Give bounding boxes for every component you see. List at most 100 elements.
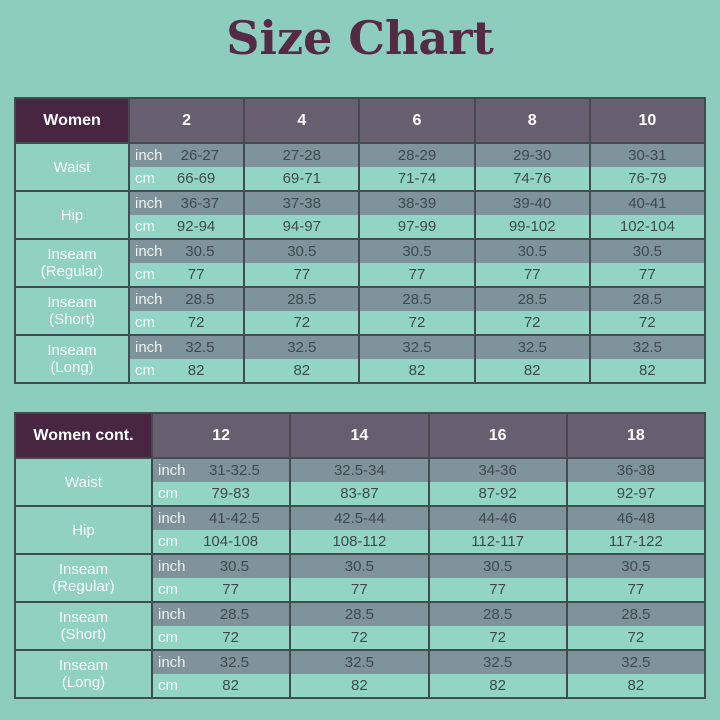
measurement-cell: 28.5 (565, 603, 704, 627)
row-label-line: Inseam (58, 609, 109, 627)
measurement-value: 76-79 (628, 170, 667, 188)
measurement-cell: 71-74 (358, 167, 474, 191)
measurement-cell: cm 77 (128, 263, 244, 287)
measurement-value: 69-71 (282, 170, 321, 188)
measurement-cell: 102-104 (588, 215, 704, 239)
measurement-cell: inch 28.5 (128, 288, 244, 312)
measurement-value: 27-28 (282, 147, 321, 165)
measurement-cell: 94-97 (243, 215, 359, 239)
measurement-value: 102-104 (619, 218, 675, 236)
row-label-line: (Regular) (40, 263, 104, 281)
size-header: 4 (243, 99, 359, 143)
row-label: Inseam (Long) (16, 651, 151, 698)
unit-label: inch (135, 147, 163, 165)
measurement-value: 77 (222, 581, 239, 599)
measurement-value: 30-31 (628, 147, 667, 165)
measurement-value: 92-94 (176, 218, 216, 236)
measurement-cell: 29-30 (473, 144, 589, 168)
measurement-value: 28.5 (219, 606, 249, 624)
row-label-line: Hip (60, 206, 84, 224)
measurement-value: 82 (523, 362, 541, 380)
unit-label: inch (135, 195, 163, 213)
measurement-value: 82 (408, 362, 426, 380)
measurement-cell: 77 (588, 263, 704, 287)
measurement-row-group: Inseam (Regular) inch 30.5 30.5 30.5 30.5 cm 77 7… (16, 553, 704, 602)
page-title: Size Chart (226, 11, 494, 65)
measurement-value: 28.5 (483, 606, 513, 624)
unit-label: inch (135, 243, 163, 261)
measurement-value: 104-108 (203, 533, 259, 551)
measurement-value: 72 (351, 629, 368, 647)
unit-label: inch (135, 291, 163, 309)
row-label: Inseam (Short) (16, 288, 128, 335)
measurement-value: 77 (627, 581, 645, 599)
measurement-value: 28.5 (517, 291, 547, 309)
measurement-cell: 82 (243, 359, 359, 383)
unit-label: inch (135, 339, 163, 357)
measurement-cell: 30.5 (565, 555, 704, 579)
measurement-value: 40-41 (628, 195, 667, 213)
measurement-cell: 28.5 (358, 288, 474, 312)
measurement-value: 30.5 (402, 243, 432, 261)
measurement-value: 72 (639, 314, 656, 332)
row-label: Inseam (Long) (16, 336, 128, 383)
measurement-value: 72 (627, 629, 645, 647)
measurement-row-group: Inseam (Long) inch 32.5 32.5 32.5 32.5 32.5 cm 82… (16, 334, 704, 383)
size-header: 12 (151, 414, 290, 458)
measurement-value: 108-112 (332, 533, 387, 551)
measurement-cell: 77 (289, 578, 428, 602)
row-label-line: Inseam (58, 561, 109, 579)
measurement-value: 28.5 (402, 291, 432, 309)
measurement-value: 36-38 (616, 462, 656, 480)
measurement-cell: cm 82 (128, 359, 244, 383)
measurement-cell: 28.5 (427, 603, 566, 627)
row-label-line: (Long) (50, 359, 94, 377)
measurement-value: 28.5 (621, 606, 651, 624)
measurement-value: 99-102 (508, 218, 556, 236)
measurement-cell: inch 41-42.5 (151, 507, 290, 531)
measurement-cell: cm 72 (128, 311, 244, 335)
measurement-value: 82 (639, 362, 656, 380)
measurement-cell: 76-79 (588, 167, 704, 191)
row-label: Inseam (Regular) (16, 555, 151, 602)
measurement-value: 37-38 (282, 195, 321, 213)
measurement-cell: cm 92-94 (128, 215, 244, 239)
measurement-cell: 72 (565, 626, 704, 650)
measurement-value: 32.5 (344, 654, 374, 672)
row-label-line: Inseam (47, 294, 97, 312)
measurement-value: 72 (523, 314, 541, 332)
measurement-value: 30.5 (287, 243, 317, 261)
measurement-value: 77 (187, 266, 205, 284)
measurement-value: 32.5 (219, 654, 249, 672)
measurement-value: 39-40 (513, 195, 552, 213)
measurement-cell: cm 104-108 (151, 530, 290, 554)
measurement-value: 82 (222, 677, 239, 695)
measurement-value: 30.5 (185, 243, 215, 261)
measurement-cell: 28.5 (243, 288, 359, 312)
measurement-value: 117-122 (608, 533, 663, 551)
measurement-cell: 32.5 (427, 651, 566, 675)
measurement-value: 30.5 (517, 243, 547, 261)
measurement-value: 77 (408, 266, 426, 284)
measurement-cell: 36-38 (565, 459, 704, 483)
measurement-value: 77 (351, 581, 368, 599)
measurement-cell: cm 66-69 (128, 167, 244, 191)
measurement-cell: inch 28.5 (151, 603, 290, 627)
unit-label: cm (158, 533, 178, 551)
measurement-value: 30.5 (621, 558, 651, 576)
measurement-value: 30.5 (219, 558, 249, 576)
measurement-cell: 39-40 (473, 192, 589, 216)
measurement-cell: inch 30.5 (128, 240, 244, 264)
measurement-cell: 34-36 (427, 459, 566, 483)
measurement-value: 31-32.5 (208, 462, 260, 480)
measurement-cell: 72 (473, 311, 589, 335)
measurement-cell: cm 82 (151, 674, 290, 698)
row-label-line: Inseam (47, 246, 97, 264)
measurement-value: 28.5 (344, 606, 374, 624)
measurement-value: 32.5 (632, 339, 662, 357)
unit-label: inch (158, 606, 186, 624)
measurement-cell: inch 32.5 (128, 336, 244, 360)
measurement-value: 32.5 (517, 339, 547, 357)
unit-label: cm (158, 581, 178, 599)
measurement-cell: 30.5 (588, 240, 704, 264)
